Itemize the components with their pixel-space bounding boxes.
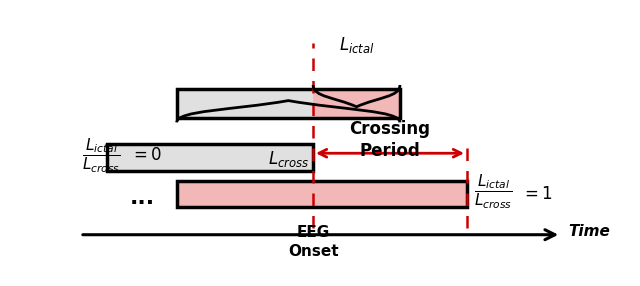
Text: $\dfrac{L_{ictal}}{L_{cross}}$: $\dfrac{L_{ictal}}{L_{cross}}$ bbox=[83, 136, 122, 174]
Text: Crossing
Period: Crossing Period bbox=[349, 120, 431, 160]
Text: $= 0$: $= 0$ bbox=[129, 146, 161, 164]
Bar bbox=[313, 89, 400, 118]
Text: EEG
Onset: EEG Onset bbox=[288, 225, 339, 259]
Text: $\dfrac{L_{ictal}}{L_{cross}}$: $\dfrac{L_{ictal}}{L_{cross}}$ bbox=[474, 173, 513, 211]
Text: $L_{ictal}$: $L_{ictal}$ bbox=[339, 35, 374, 55]
Bar bbox=[177, 89, 400, 118]
Bar bbox=[108, 144, 313, 171]
Text: Time: Time bbox=[568, 224, 611, 239]
Text: $= 1$: $= 1$ bbox=[522, 185, 553, 203]
Bar bbox=[177, 181, 467, 207]
Text: $L_{cross}$: $L_{cross}$ bbox=[268, 149, 309, 169]
Text: ...: ... bbox=[129, 188, 155, 208]
Bar bbox=[177, 89, 313, 118]
